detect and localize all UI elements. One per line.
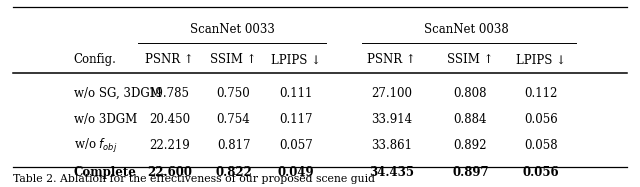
Text: 33.914: 33.914 [371, 113, 412, 126]
Text: LPIPS ↓: LPIPS ↓ [516, 53, 566, 66]
Text: 0.817: 0.817 [217, 139, 250, 152]
Text: SSIM ↑: SSIM ↑ [211, 53, 257, 66]
Text: 0.056: 0.056 [522, 165, 559, 179]
Text: 27.100: 27.100 [371, 87, 412, 100]
Text: 20.450: 20.450 [149, 113, 190, 126]
Text: 0.049: 0.049 [277, 165, 314, 179]
Text: 22.600: 22.600 [147, 165, 192, 179]
Text: 0.117: 0.117 [279, 113, 312, 126]
Text: 0.111: 0.111 [279, 87, 312, 100]
Text: SSIM ↑: SSIM ↑ [447, 53, 493, 66]
Text: Complete: Complete [74, 165, 136, 179]
Text: Config.: Config. [74, 53, 116, 66]
Text: 0.897: 0.897 [452, 165, 489, 179]
Text: 0.822: 0.822 [215, 165, 252, 179]
Text: LPIPS ↓: LPIPS ↓ [271, 53, 321, 66]
Text: 34.435: 34.435 [369, 165, 414, 179]
Text: w/o SG, 3DGM: w/o SG, 3DGM [74, 87, 161, 100]
Text: 0.808: 0.808 [454, 87, 487, 100]
Text: 19.785: 19.785 [149, 87, 190, 100]
Text: 0.058: 0.058 [524, 139, 557, 152]
Text: ScanNet 0038: ScanNet 0038 [424, 23, 508, 36]
Text: w/o 3DGM: w/o 3DGM [74, 113, 137, 126]
Text: 0.750: 0.750 [217, 87, 250, 100]
Text: w/o $f_{obj}$: w/o $f_{obj}$ [74, 137, 117, 155]
Text: PSNR ↑: PSNR ↑ [367, 53, 416, 66]
Text: 33.861: 33.861 [371, 139, 412, 152]
Text: 0.057: 0.057 [279, 139, 312, 152]
Text: 0.884: 0.884 [454, 113, 487, 126]
Text: 0.056: 0.056 [524, 113, 557, 126]
Text: 0.892: 0.892 [454, 139, 487, 152]
Text: 22.219: 22.219 [149, 139, 190, 152]
Text: 0.754: 0.754 [217, 113, 250, 126]
Text: Table 2. Ablation for the effectiveness of our proposed scene guid: Table 2. Ablation for the effectiveness … [13, 174, 375, 184]
Text: 0.112: 0.112 [524, 87, 557, 100]
Text: ScanNet 0033: ScanNet 0033 [190, 23, 275, 36]
Text: PSNR ↑: PSNR ↑ [145, 53, 194, 66]
